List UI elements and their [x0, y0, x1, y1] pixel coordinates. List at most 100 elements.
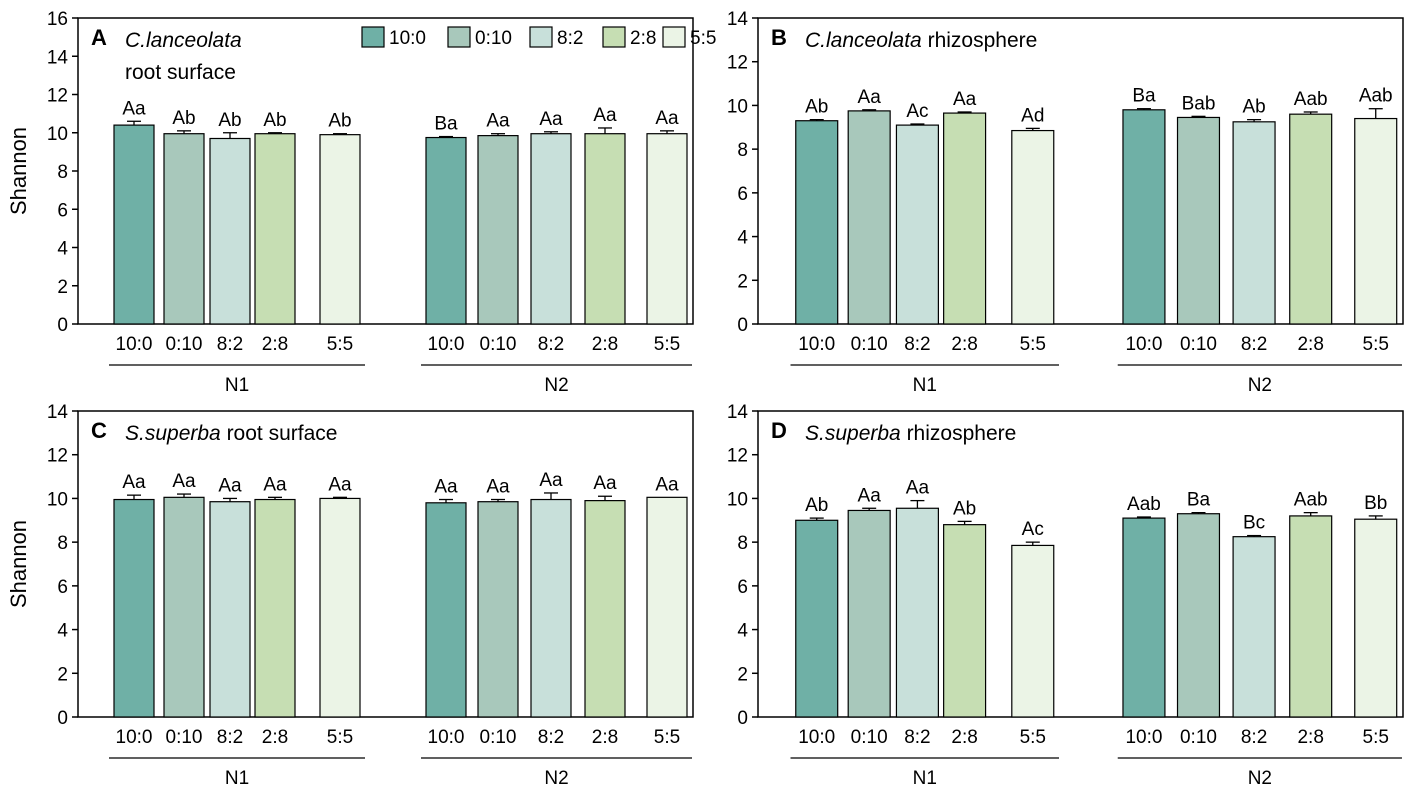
x-tick-label: 2:8: [1297, 727, 1323, 748]
data-label: Ab: [805, 495, 828, 516]
bar: [425, 136, 467, 325]
y-tick-label: 12: [727, 53, 748, 74]
panel-title-line2: root surface: [125, 61, 236, 84]
x-tick-label: 8:2: [538, 727, 564, 748]
data-label: Ab: [328, 111, 351, 132]
group-label: N1: [913, 375, 937, 396]
x-tick-label: 10:0: [116, 334, 153, 355]
bar: [895, 507, 939, 718]
x-tick-label: 0:10: [851, 727, 888, 748]
bar: [113, 124, 155, 325]
x-tick-label: 2:8: [262, 334, 288, 355]
y-tick-label: 4: [57, 239, 68, 260]
panel-label: B: [771, 25, 787, 50]
y-tick-label: 4: [737, 228, 748, 249]
x-tick-label: 10:0: [116, 727, 153, 748]
bar: [254, 133, 296, 325]
y-tick-label: 12: [47, 446, 68, 467]
legend: 10:0 0:10 8:2 2:8 5:5: [361, 26, 716, 49]
data-label: Aab: [1359, 86, 1393, 107]
panel-label: D: [771, 418, 787, 443]
bar: [795, 120, 839, 325]
y-tick-label: 12: [727, 446, 748, 467]
data-label: Aa: [539, 470, 563, 491]
y-tick-label: 0: [57, 315, 68, 336]
y-tick-label: 6: [57, 577, 68, 598]
bar: [1176, 116, 1221, 325]
y-axis-label: Shannon: [6, 127, 31, 215]
bar: [895, 124, 939, 325]
bar: [646, 133, 688, 325]
data-label: Ac: [906, 101, 928, 122]
panel-c: 0 2 4 6 8 10 12 14 Shannon C S.superba root surfac…: [6, 402, 694, 789]
x-tick-label: 0:10: [1180, 334, 1217, 355]
y-axis-label: Shannon: [6, 520, 31, 608]
panel-label: C: [91, 418, 107, 443]
x-tick-label: 5:5: [1020, 334, 1046, 355]
y-tick-label: 6: [57, 200, 68, 221]
bar: [319, 497, 361, 718]
group-label: N2: [544, 768, 568, 789]
data-label: Bc: [1243, 513, 1265, 534]
x-tick-label: 5:5: [1363, 727, 1389, 748]
bar: [943, 524, 987, 718]
group-label: N1: [225, 375, 249, 396]
panel-title: S.superba rhizosphere: [805, 422, 1016, 445]
legend-swatch: [662, 26, 686, 48]
x-tick-label: 8:2: [904, 727, 930, 748]
y-tick-label: 2: [57, 277, 68, 298]
data-label: Ba: [434, 114, 458, 135]
data-label: Bb: [1364, 493, 1387, 514]
x-tick-label: 8:2: [217, 727, 243, 748]
y-tick-label: 14: [47, 402, 69, 423]
x-tick-label: 0:10: [166, 334, 203, 355]
bar: [477, 135, 519, 325]
bar: [1122, 109, 1166, 325]
y-tick-label: 6: [737, 577, 748, 598]
panel-title: C.lanceolata rhizosphere: [805, 29, 1037, 52]
panel-label: A: [91, 25, 107, 50]
y-tick-label: 10: [47, 124, 68, 145]
bar: [209, 501, 251, 718]
y-tick-label: 6: [737, 184, 748, 205]
data-label: Aa: [172, 471, 196, 492]
data-label: Ad: [1021, 105, 1044, 126]
y-tick-label: 8: [737, 140, 748, 161]
legend-swatch: [602, 26, 626, 48]
data-label: Aa: [434, 477, 458, 498]
x-tick-label: 2:8: [592, 727, 618, 748]
data-label: Ab: [1242, 97, 1265, 118]
x-tick-label: 8:2: [538, 334, 564, 355]
group-label: N2: [1248, 375, 1272, 396]
data-label: Aab: [1127, 494, 1161, 515]
bar: [163, 496, 205, 718]
data-label: Aa: [486, 111, 510, 132]
bar: [163, 133, 205, 325]
panel-b: 0 2 4 6 8 10 12 14 B C.lanceolata rhizosphere Ab 10…: [727, 9, 1404, 396]
y-tick-label: 0: [57, 708, 68, 729]
data-label: Ab: [805, 97, 828, 118]
panel-title: C.lanceolata: [125, 29, 242, 52]
x-tick-label: 0:10: [480, 727, 517, 748]
data-label: Ab: [953, 498, 976, 519]
y-tick-label: 0: [737, 708, 748, 729]
y-tick-label: 14: [727, 9, 749, 30]
bar: [319, 134, 361, 325]
x-tick-label: 2:8: [592, 334, 618, 355]
legend-label: 2:8: [630, 28, 656, 49]
group-label: N2: [544, 375, 568, 396]
x-tick-label: 8:2: [1241, 334, 1267, 355]
legend-label: 8:2: [557, 28, 583, 49]
data-label: Aa: [655, 474, 679, 495]
data-label: Aa: [655, 108, 679, 129]
y-tick-label: 0: [737, 315, 748, 336]
x-tick-label: 5:5: [1020, 727, 1046, 748]
bar: [209, 137, 251, 325]
bar: [1354, 518, 1398, 718]
data-label: Aa: [953, 89, 977, 110]
bar: [1232, 536, 1276, 718]
data-label: Aa: [122, 472, 146, 493]
data-label: Aab: [1294, 490, 1328, 511]
group-label: N2: [1248, 768, 1272, 789]
